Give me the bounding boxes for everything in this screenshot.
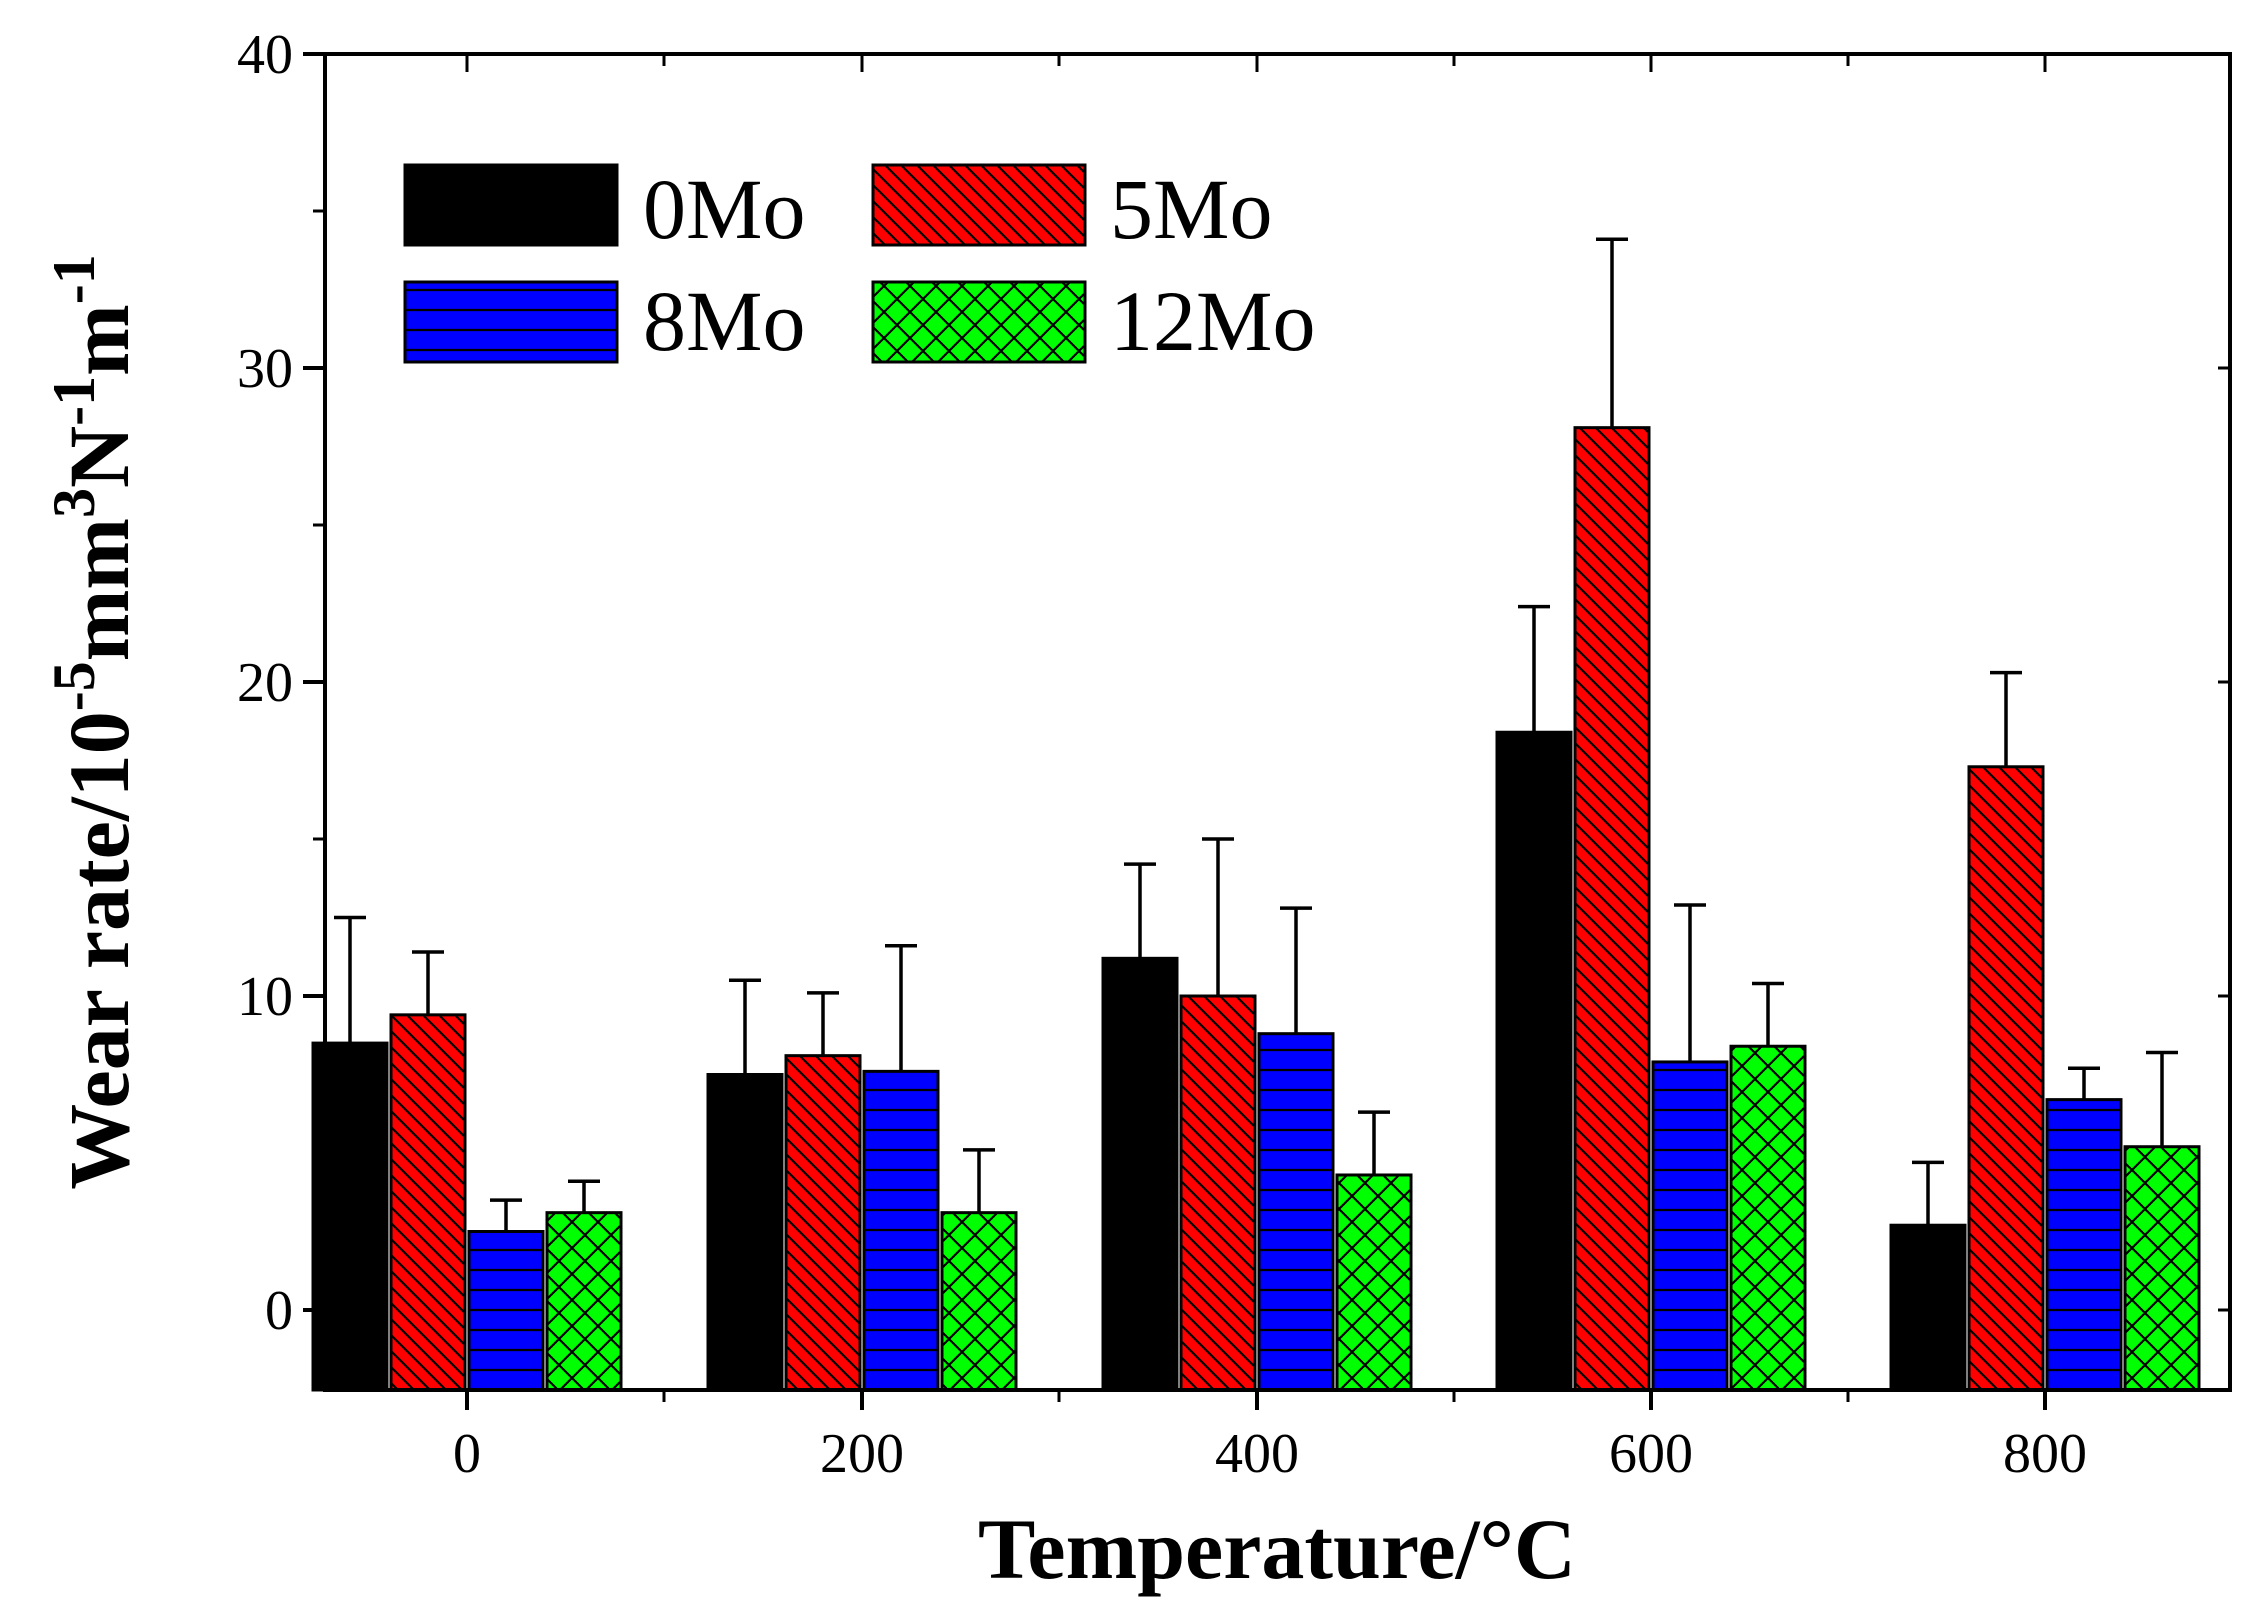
x-tick-label: 600 [1609,1423,1693,1485]
y-axis-title-exp4: -1 [41,254,107,304]
bar-0Mo-200 [706,1073,784,1392]
bars-layer [311,426,2201,1392]
y-axis-title-exp1: -5 [41,661,107,711]
bar-12Mo-0 [545,1211,623,1392]
y-axis-title-unit2: N [51,426,147,488]
bar-5Mo-200 [784,1054,862,1392]
legend-label-8Mo: 8Mo [643,273,805,369]
plot-frame [323,52,2232,1392]
x-axis: 0 200 400 600 800 [453,54,2087,1485]
y-tick-label: 10 [237,966,293,1028]
bar-8Mo-600 [1651,1060,1729,1392]
bar-12Mo-600 [1729,1044,1807,1392]
legend-swatch-12Mo [871,280,1087,364]
legend-label-5Mo: 5Mo [1110,161,1272,257]
bar-8Mo-800 [2045,1098,2123,1392]
legend-swatch-0Mo [403,163,619,247]
legend: 0Mo 5Mo 8Mo 12Mo [403,161,1315,369]
y-axis-title: Wear rate/10-5mm3N-1m-1 [41,254,147,1189]
x-tick-label: 800 [2003,1423,2087,1485]
y-axis-title-unit3: m [51,304,147,376]
y-axis-title-base: Wear rate/10 [51,711,147,1189]
legend-swatch-5Mo [871,163,1087,247]
bar-5Mo-400 [1179,994,1257,1392]
bar-8Mo-400 [1257,1032,1335,1392]
bar-0Mo-400 [1101,956,1179,1392]
bar-5Mo-800 [1967,765,2045,1392]
bar-0Mo-600 [1495,730,1573,1392]
x-tick-label: 0 [453,1423,481,1485]
y-tick-label: 30 [237,338,293,400]
y-tick-label: 20 [237,652,293,714]
legend-item-5Mo: 5Mo [871,161,1272,257]
bar-12Mo-800 [2123,1145,2201,1392]
y-axis-title-exp3: -1 [41,376,107,426]
bar-5Mo-600 [1573,426,1651,1392]
legend-label-12Mo: 12Mo [1110,273,1315,369]
x-tick-label: 200 [820,1423,904,1485]
x-axis-title: Temperature/°C [978,1501,1576,1597]
legend-swatch-8Mo [403,280,619,364]
legend-item-12Mo: 12Mo [871,273,1315,369]
x-tick-label: 400 [1215,1423,1299,1485]
error-bars-layer [334,237,2178,1232]
y-axis-title-exp2: 3 [41,488,107,518]
bar-5Mo-0 [389,1013,467,1392]
y-axis-title-unit1: mm [51,518,147,661]
y-tick-label: 40 [237,24,293,86]
bar-12Mo-400 [1335,1173,1413,1392]
y-tick-label: 0 [265,1280,293,1342]
y-axis: 0 10 20 30 40 [237,24,2230,1342]
legend-label-0Mo: 0Mo [643,161,805,257]
legend-item-0Mo: 0Mo [403,161,805,257]
bar-12Mo-200 [940,1211,1018,1392]
bar-0Mo-800 [1889,1223,1967,1392]
bar-8Mo-0 [467,1230,545,1392]
bar-8Mo-200 [862,1069,940,1392]
legend-item-8Mo: 8Mo [403,273,805,369]
